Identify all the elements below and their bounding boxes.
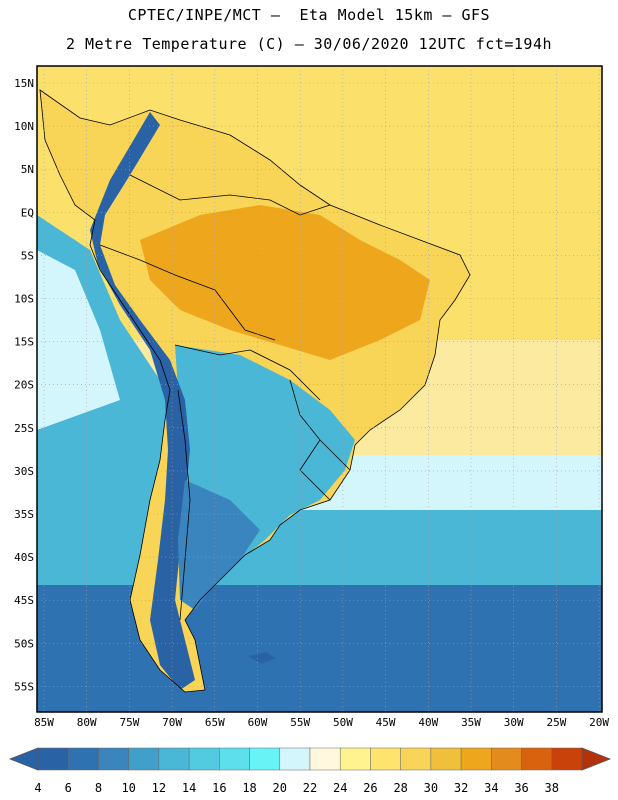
lat-tick-label: 30S (14, 465, 34, 478)
lon-tick-label: 60W (248, 716, 268, 729)
lon-tick-label: 45W (376, 716, 396, 729)
lon-tick-label: 40W (418, 716, 438, 729)
falkland-islands (248, 652, 276, 664)
color-scale-box (400, 747, 432, 771)
color-scale-label: 36 (514, 781, 528, 795)
patagonia-cold-zone (178, 480, 260, 610)
lat-tick-label: 10S (14, 293, 34, 306)
ocean-cold-band (37, 585, 602, 712)
color-scale-label: 10 (121, 781, 135, 795)
color-scale-box (128, 747, 160, 771)
coastline (39, 89, 471, 693)
color-scale-label: 14 (182, 781, 196, 795)
amazon-hot-zone (140, 205, 430, 360)
color-scale-label: 18 (242, 781, 256, 795)
color-scale-box (219, 747, 250, 771)
color-scale-box (309, 747, 341, 771)
color-scale-box (67, 747, 99, 771)
border-north (129, 174, 331, 216)
lon-tick-label: 30W (504, 716, 524, 729)
color-scale-box (521, 747, 553, 771)
lat-tick-label: 5S (21, 249, 34, 262)
lat-tick-label: 15N (14, 77, 34, 90)
lon-tick-label: 20W (589, 716, 609, 729)
longitude-labels: 85W 80W 75W 70W 65W 60W 55W 50W 45W 40W 35W 30W 25W 2… (34, 716, 609, 729)
color-scale-label: 20 (273, 781, 287, 795)
color-scale-box (279, 747, 311, 771)
lat-tick-label: 40S (14, 551, 34, 564)
color-scale-over-arrow (581, 747, 612, 771)
color-scale-box (249, 747, 281, 771)
color-scale-labels: 4 6 8 10 12 14 16 18 20 22 24 26 28 30 32 34 36 38 (34, 781, 559, 795)
color-scale-box (158, 747, 190, 771)
temperature-map: 15N 10N 5N EQ 5S 10S 15S 20S 25S 30S 35S 40S 45S 50S 5… (14, 65, 609, 729)
color-scale-box (551, 747, 583, 771)
lon-tick-label: 75W (119, 716, 139, 729)
color-scale-label: 34 (484, 781, 498, 795)
color-scale-label: 6 (65, 781, 72, 795)
color-scale-label: 12 (152, 781, 166, 795)
lat-tick-label: 10N (14, 120, 34, 133)
color-scale-box (370, 747, 401, 771)
border-chile-argentina (177, 389, 191, 621)
lat-tick-label: EQ (21, 206, 34, 219)
color-scale-label: 8 (95, 781, 102, 795)
map-title-line-1: CPTEC/INPE/MCT – Eta Model 15km – GFS (127, 6, 491, 24)
color-scale-label: 4 (34, 781, 41, 795)
color-scale-boxes (37, 747, 583, 771)
color-scale-box (339, 747, 371, 771)
lon-tick-label: 25W (546, 716, 566, 729)
lon-tick-label: 80W (77, 716, 97, 729)
lon-tick-label: 85W (34, 716, 54, 729)
lat-tick-label: 45S (14, 594, 34, 607)
country-borders (39, 89, 471, 693)
andes-cold-spine (90, 112, 195, 690)
map-frame (36, 65, 603, 713)
lat-tick-label: 15S (14, 336, 34, 349)
color-scale-under-arrow (8, 747, 39, 771)
lat-tick-label: 5N (21, 163, 34, 176)
color-scale-box (491, 747, 522, 771)
lat-tick-label: 20S (14, 379, 34, 392)
map-title-line-2: 2 Metre Temperature (C) – 30/06/2020 12U… (65, 35, 553, 53)
lon-tick-label: 65W (205, 716, 225, 729)
lon-tick-label: 70W (162, 716, 182, 729)
border-peru-brazil (99, 244, 276, 341)
color-scale-label: 24 (333, 781, 347, 795)
border-bolivia (174, 344, 321, 401)
color-scale-box (98, 747, 129, 771)
color-scale-box (37, 747, 69, 771)
color-scale-label: 16 (212, 781, 226, 795)
color-scale-box (430, 747, 462, 771)
lon-tick-label: 35W (461, 716, 481, 729)
lat-tick-label: 25S (14, 422, 34, 435)
lon-tick-label: 55W (290, 716, 310, 729)
color-scale-label: 22 (303, 781, 317, 795)
color-scale-bar: 4 6 8 10 12 14 16 18 20 22 24 26 28 30 32 34 36 38 (8, 747, 612, 795)
lat-tick-label: 35S (14, 508, 34, 521)
color-scale-label: 38 (545, 781, 559, 795)
color-scale-box (188, 747, 220, 771)
color-scale-label: 32 (454, 781, 468, 795)
lat-tick-label: 50S (14, 637, 34, 650)
map-field (37, 66, 602, 712)
color-scale-label: 26 (363, 781, 377, 795)
color-scale-label: 28 (393, 781, 407, 795)
latitude-labels: 15N 10N 5N EQ 5S 10S 15S 20S 25S 30S 35S 40S 45S 50S 5… (14, 77, 34, 693)
color-scale-box (460, 747, 492, 771)
lat-tick-label: 55S (14, 680, 34, 693)
lon-tick-label: 50W (333, 716, 353, 729)
color-scale-label: 30 (424, 781, 438, 795)
